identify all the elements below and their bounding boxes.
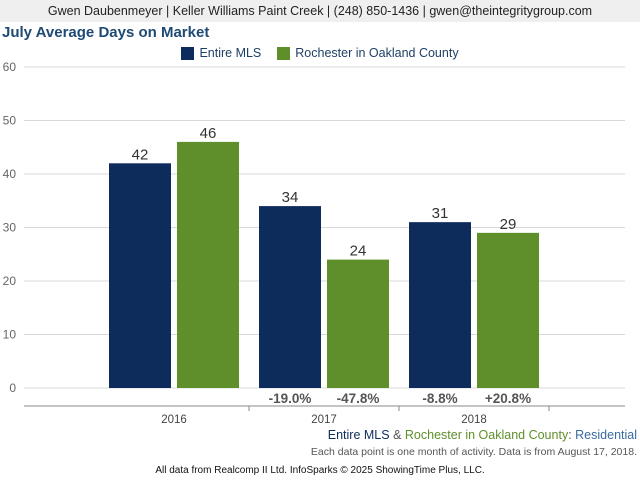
y-tick-label: 30 <box>3 221 17 235</box>
y-tick-label: 40 <box>3 167 17 181</box>
footer-legend: Entire MLS & Rochester in Oakland County… <box>328 428 637 442</box>
legend-item-rochester[interactable]: Rochester in Oakland County <box>277 46 459 60</box>
legend-swatch-rochester <box>277 46 291 60</box>
footer-note: Each data point is one month of activity… <box>310 446 637 458</box>
chart-legend: Entire MLS Rochester in Oakland County <box>0 46 640 60</box>
chart-title: July Average Days on Market <box>2 24 210 41</box>
credit-line: All data from Realcomp II Ltd. InfoSpark… <box>155 465 485 476</box>
contact-header: Gwen Daubenmeyer | Keller Williams Paint… <box>0 0 640 22</box>
bar-value-label: 42 <box>132 146 149 163</box>
x-tick-label: 2016 <box>161 414 187 426</box>
bar <box>409 222 471 388</box>
footer-entire-label: Entire MLS <box>327 428 390 442</box>
change-label: +20.8% <box>485 391 531 406</box>
y-tick-label: 10 <box>3 328 17 342</box>
bar-value-label: 24 <box>350 243 367 260</box>
y-tick-label: 20 <box>3 274 17 288</box>
legend-swatch-entire-mls <box>181 46 195 60</box>
x-tick-label: 2017 <box>311 414 337 426</box>
legend-item-entire-mls[interactable]: Entire MLS <box>181 46 261 60</box>
footer-local-label: Rochester in Oakland County <box>404 428 569 442</box>
bar-chart: 0 10 20 30 40 50 60 2016 42 46 2017 34 -19.0% 24 -47.8… <box>3 60 625 426</box>
y-tick-label: 0 <box>9 381 16 395</box>
bar-value-label: 34 <box>282 189 299 206</box>
bar <box>109 163 171 388</box>
y-tick-label: 50 <box>3 114 17 128</box>
legend-label-entire-mls: Entire MLS <box>199 46 262 60</box>
bar <box>177 141 239 388</box>
bar-value-label: 46 <box>200 125 217 142</box>
footer-segment: Residential <box>575 428 637 442</box>
change-label: -47.8% <box>337 391 380 406</box>
x-tick-label: 2018 <box>461 414 487 426</box>
change-label: -8.8% <box>422 391 457 406</box>
footer-amp: & <box>393 428 402 442</box>
change-label: -19.0% <box>269 391 312 406</box>
legend-label-rochester: Rochester in Oakland County <box>295 46 459 60</box>
footer-colon: : <box>568 428 572 442</box>
bar <box>259 206 321 388</box>
y-tick-label: 60 <box>3 60 17 74</box>
bar <box>327 259 389 388</box>
bar-value-label: 31 <box>432 205 449 222</box>
bar-value-label: 29 <box>500 216 517 233</box>
bar <box>477 232 539 388</box>
